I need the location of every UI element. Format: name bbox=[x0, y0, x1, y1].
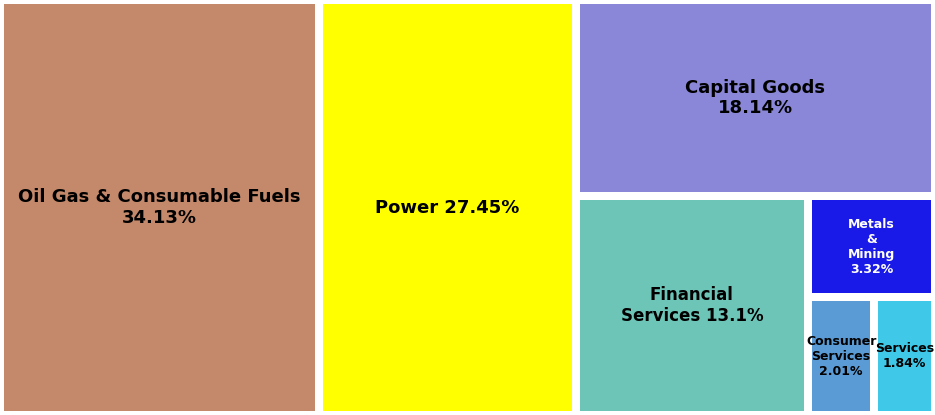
Bar bbox=[580, 200, 804, 411]
Text: Metals
&
Mining
3.32%: Metals & Mining 3.32% bbox=[848, 218, 895, 276]
Bar bbox=[878, 301, 931, 411]
Bar bbox=[580, 4, 931, 192]
Bar bbox=[812, 200, 931, 293]
Text: Oil Gas & Consumable Fuels
34.13%: Oil Gas & Consumable Fuels 34.13% bbox=[19, 188, 301, 227]
Bar bbox=[812, 301, 870, 411]
Text: Financial
Services 13.1%: Financial Services 13.1% bbox=[621, 286, 763, 325]
Text: Capital Goods
18.14%: Capital Goods 18.14% bbox=[685, 78, 826, 117]
Bar bbox=[4, 4, 315, 411]
Text: Consumer
Services
2.01%: Consumer Services 2.01% bbox=[806, 335, 876, 378]
Text: Services
1.84%: Services 1.84% bbox=[875, 342, 934, 370]
Bar bbox=[324, 4, 572, 411]
Text: Power 27.45%: Power 27.45% bbox=[375, 198, 520, 217]
